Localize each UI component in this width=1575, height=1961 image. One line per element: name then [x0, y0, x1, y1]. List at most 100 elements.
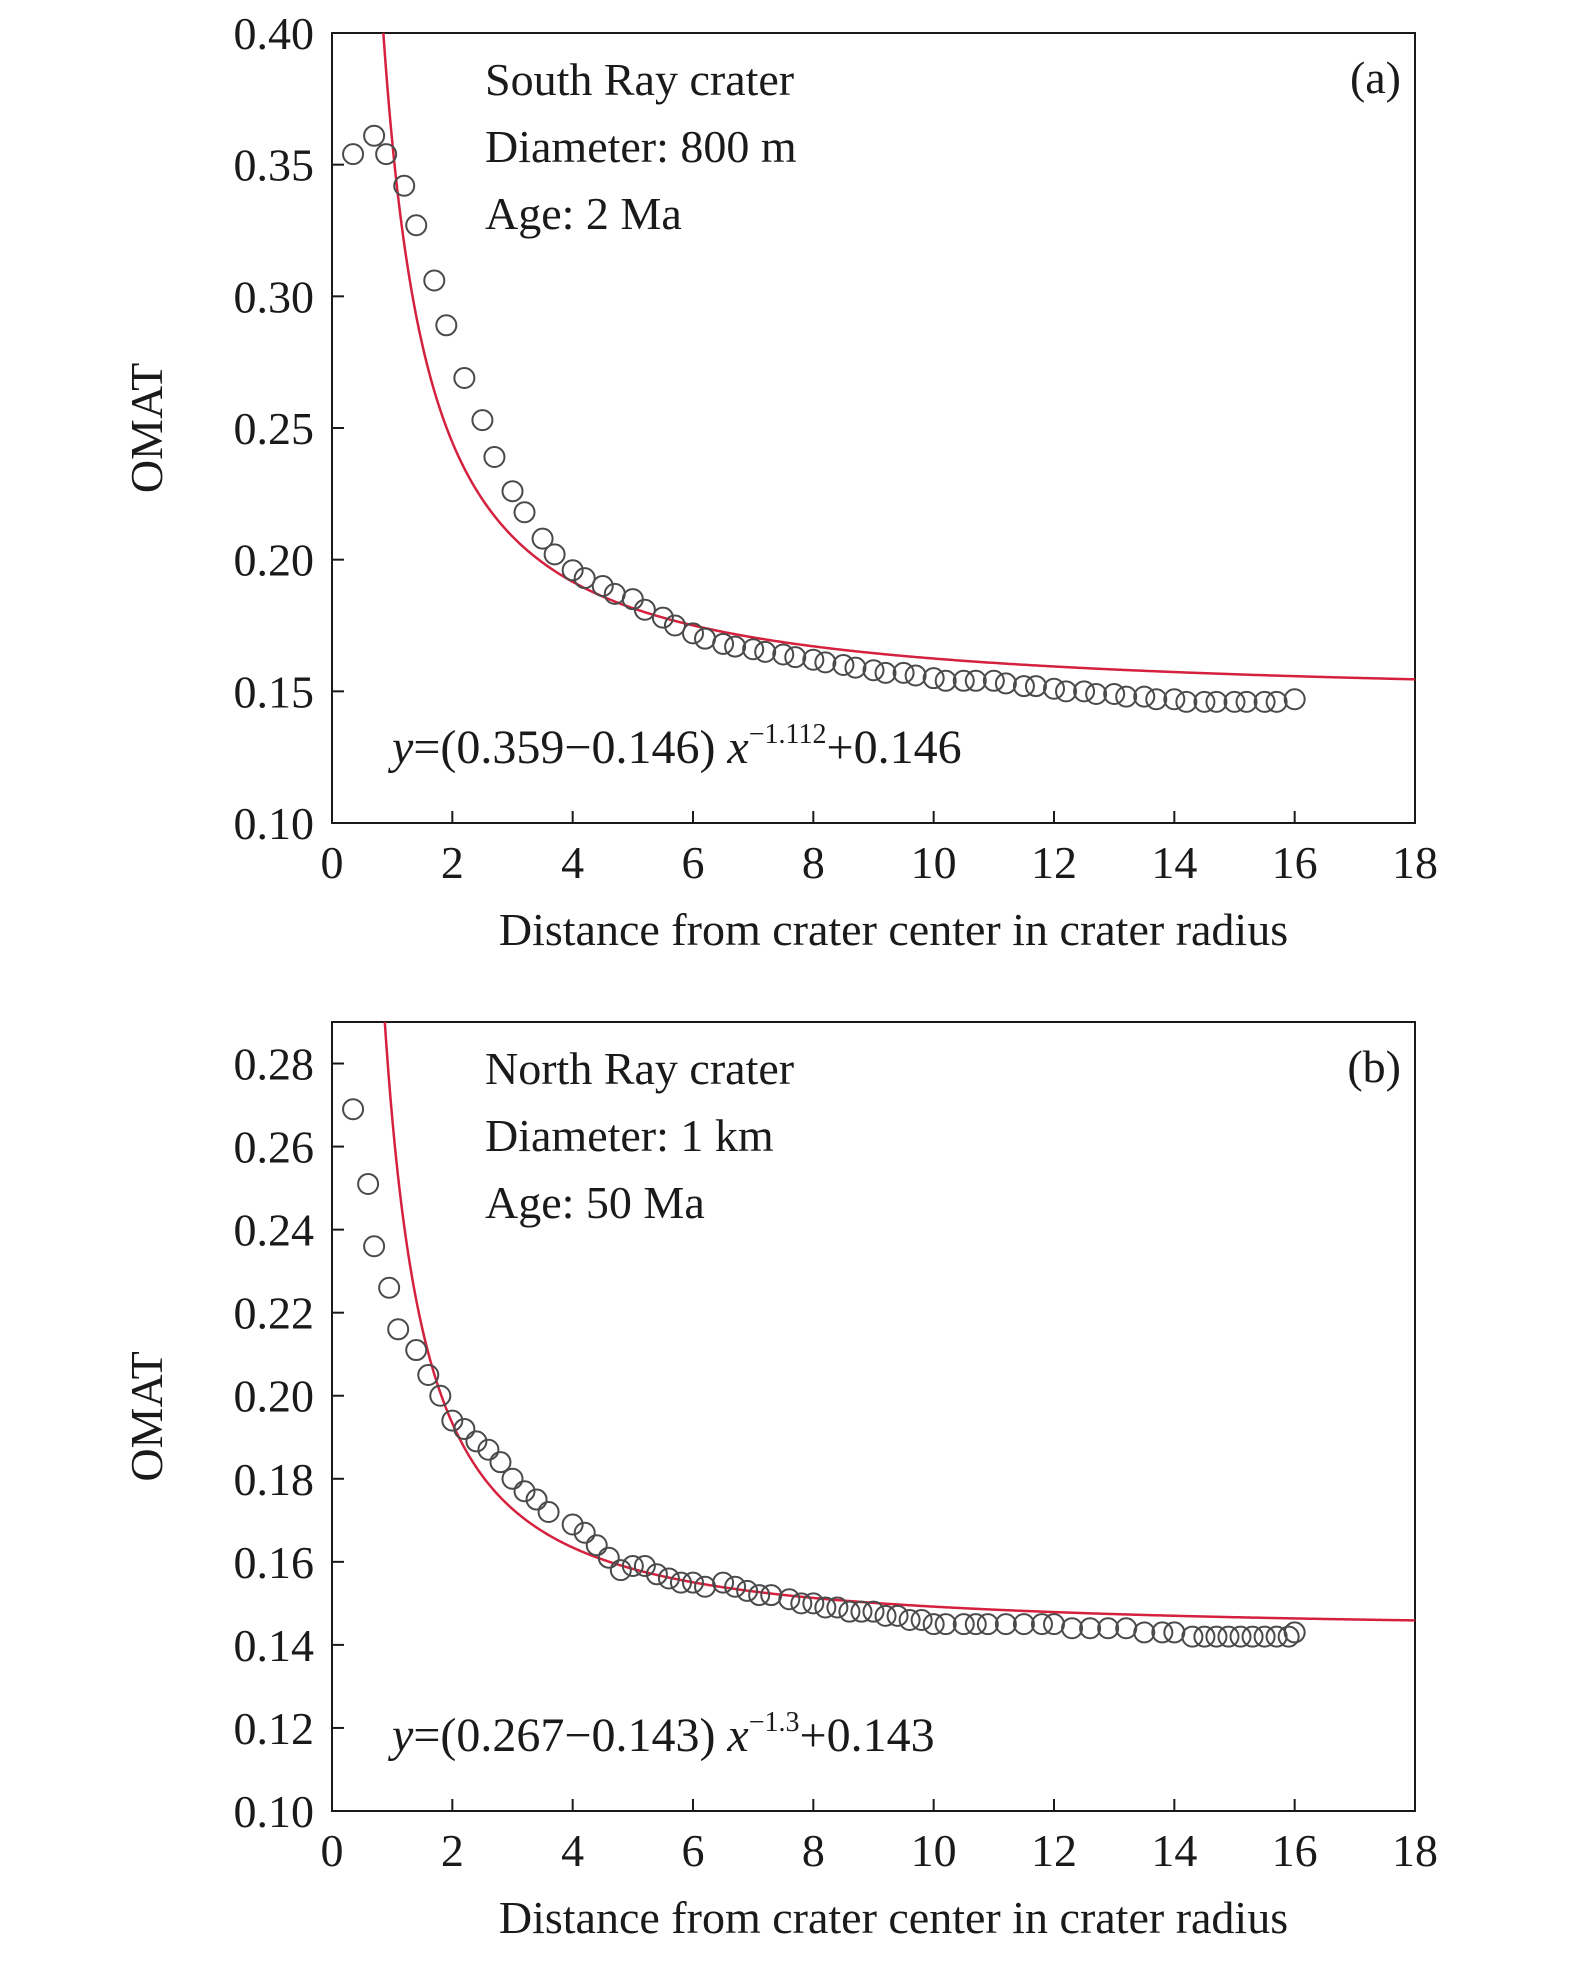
data-point [862, 1600, 885, 1623]
data-point [1283, 1621, 1306, 1644]
y-tick-label: 0.25 [234, 403, 315, 454]
x-tick-label: 14 [1151, 837, 1197, 888]
data-point [1229, 1625, 1252, 1648]
data-point [682, 622, 704, 645]
data-point [453, 1417, 476, 1440]
fit-equation: y=(0.267−0.143) x−1.3+0.143 [387, 1707, 935, 1762]
data-point [754, 640, 777, 663]
data-point [387, 1318, 410, 1341]
data-point [609, 1559, 632, 1582]
x-tick-label: 4 [561, 837, 584, 888]
annotation-line: Age: 2 Ma [485, 188, 682, 239]
data-point [802, 648, 825, 671]
data-point [814, 651, 837, 674]
data-point [790, 1592, 813, 1615]
eq-tail: +0.146 [827, 721, 962, 774]
x-tick-label: 6 [682, 837, 705, 888]
x-tick-label: 16 [1272, 1825, 1318, 1876]
data-point [778, 1588, 801, 1611]
x-tick-label: 0 [321, 837, 344, 888]
annotation-line: Diameter: 1 km [485, 1110, 774, 1161]
y-tick-label: 0.12 [234, 1703, 315, 1754]
eq-mid: =(0.267−0.143) [413, 1709, 727, 1762]
data-point [669, 1571, 692, 1594]
y-tick-label: 0.14 [234, 1620, 315, 1671]
x-tick-label: 2 [441, 1825, 464, 1876]
data-point [784, 646, 807, 669]
panel-label: (a) [1350, 52, 1401, 103]
eq-exponent: −1.112 [749, 719, 827, 750]
data-point [633, 1554, 656, 1577]
data-point [1283, 688, 1306, 711]
data-point [591, 575, 614, 597]
data-point [748, 1584, 771, 1607]
data-point [1193, 690, 1216, 713]
data-point [814, 1596, 837, 1619]
data-point [573, 567, 596, 590]
data-point [405, 214, 428, 237]
data-point [453, 366, 476, 389]
data-point [964, 1613, 987, 1636]
y-tick-label: 0.30 [234, 271, 315, 322]
data-point [585, 1534, 608, 1557]
data-point [1055, 680, 1078, 703]
x-tick-label: 0 [321, 1825, 344, 1876]
fit-equation: y=(0.359−0.146) x−1.112+0.146 [387, 719, 962, 774]
data-point [525, 1488, 548, 1511]
data-point [712, 1571, 735, 1594]
data-point [1181, 1625, 1204, 1648]
data-point [886, 1604, 909, 1627]
data-point [976, 1613, 999, 1636]
data-point [501, 480, 524, 503]
fit-curve [382, 33, 1415, 681]
eq-tail: +0.143 [800, 1709, 935, 1762]
data-point [1205, 1625, 1228, 1648]
data-point [465, 1430, 488, 1453]
data-point [892, 661, 915, 684]
x-tick-label: 10 [911, 1825, 957, 1876]
data-point [342, 1098, 365, 1121]
data-point [994, 672, 1017, 695]
data-point [531, 527, 554, 550]
annotation-line: South Ray crater [485, 54, 794, 105]
y-tick-label: 0.35 [234, 140, 315, 191]
data-point [922, 667, 945, 690]
data-point [375, 143, 398, 166]
x-tick-label: 6 [682, 1825, 705, 1876]
x-tick-label: 14 [1151, 1825, 1197, 1876]
x-axis-title: Distance from crater center in crater ra… [499, 1892, 1288, 1943]
data-point [1253, 690, 1276, 713]
data-point [694, 627, 717, 650]
data-point [1241, 1625, 1264, 1648]
data-point [862, 659, 885, 682]
data-point [964, 669, 987, 692]
y-axis-title: OMAT [121, 1351, 172, 1481]
x-tick-label: 2 [441, 837, 464, 888]
data-point [1030, 1613, 1053, 1636]
data-point [1073, 680, 1096, 703]
data-point [342, 143, 365, 166]
data-point [423, 269, 446, 292]
data-point [621, 1554, 644, 1577]
data-point [657, 1567, 680, 1590]
eq-y: y [387, 1709, 414, 1762]
data-point [561, 1513, 584, 1536]
data-point [477, 1438, 500, 1461]
annotation-line: Age: 50 Ma [485, 1177, 705, 1228]
data-point [1115, 1617, 1138, 1640]
x-tick-label: 8 [802, 837, 825, 888]
y-tick-label: 0.20 [234, 535, 315, 586]
data-point [994, 1613, 1017, 1636]
x-tick-label: 10 [911, 837, 957, 888]
data-point [874, 1604, 897, 1627]
data-point [904, 664, 927, 687]
data-point [1133, 1621, 1156, 1644]
annotation-line: Diameter: 800 m [485, 121, 797, 172]
data-point [922, 1613, 945, 1636]
data-point [1253, 1625, 1276, 1648]
y-axis-title: OMAT [121, 363, 172, 493]
data-point [663, 614, 686, 637]
data-point [633, 598, 656, 621]
data-point [1043, 677, 1065, 700]
